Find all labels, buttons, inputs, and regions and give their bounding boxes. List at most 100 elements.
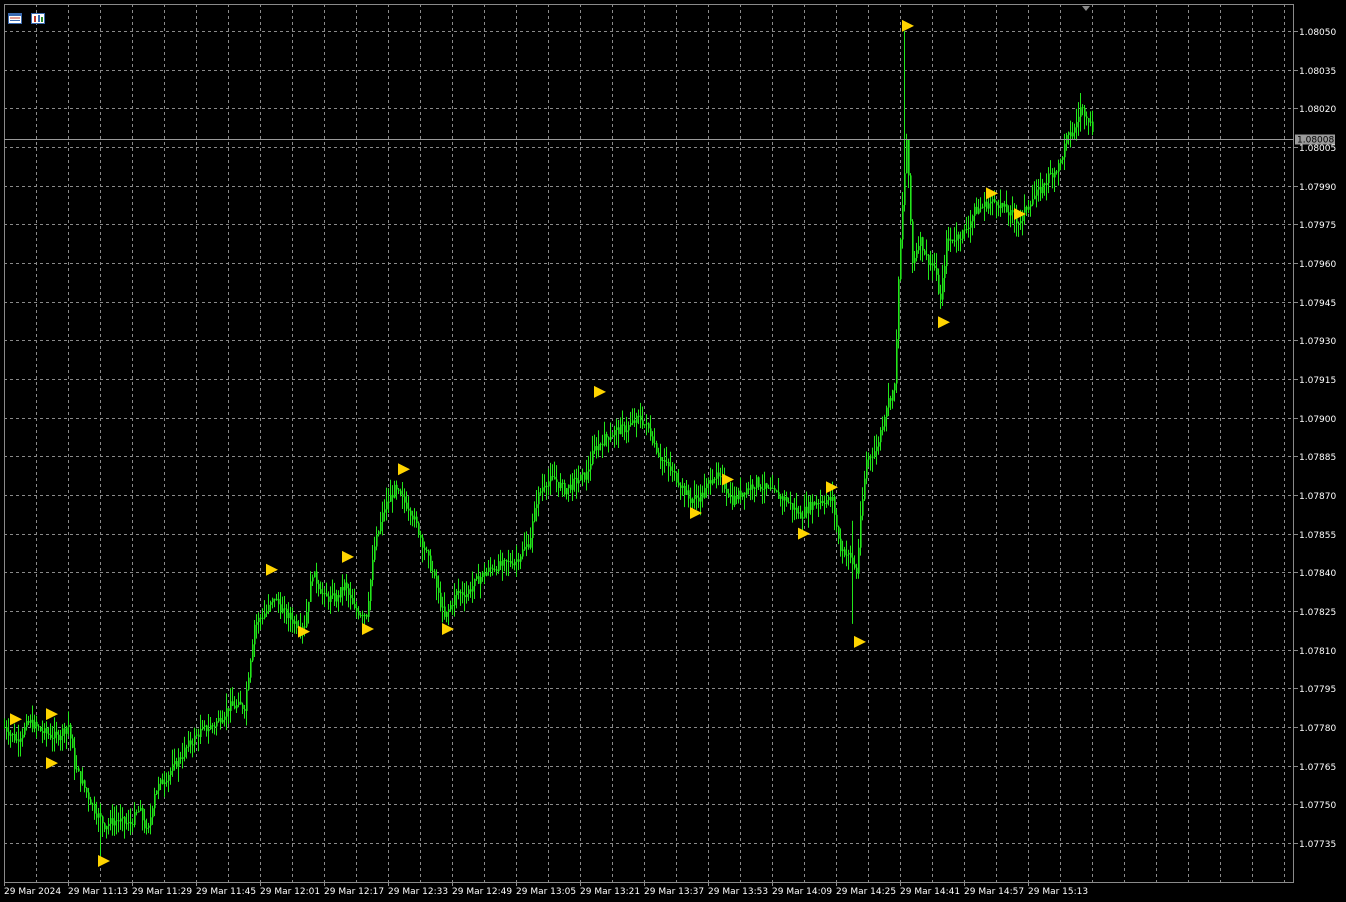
candle-body [836,514,838,527]
candle-body [382,512,384,522]
candle-body [222,719,224,723]
candle-body [546,485,548,487]
candle-body [1086,116,1088,119]
candle-body [1032,199,1034,205]
candle-body [248,677,250,690]
candle-body [708,480,710,484]
candle-body [1054,171,1056,178]
candle-body [1092,121,1094,132]
candle-body [350,594,352,599]
candle-body [880,430,882,443]
candle-body [808,501,810,514]
candle-body [190,740,192,745]
candle-body [536,504,538,509]
price-axis[interactable]: 1.08050 1.08035 1.08020 1.08005 1.07990 1.079… [1294,28,1336,850]
x-tick-label: 29 Mar 13:05 [516,887,576,897]
candle-body [148,825,150,828]
candle-body [620,424,622,435]
candle-body [204,725,206,727]
candle-body [124,817,126,824]
chart-grid-icon[interactable] [8,9,22,24]
candle-body [890,398,892,401]
candle-body [426,550,428,552]
candle-body [854,564,856,568]
candle-body [874,451,876,457]
candle-body [1040,186,1042,194]
candle-body [258,617,260,623]
y-tick-label: 1.07825 [1299,608,1336,618]
candle-body [842,549,844,552]
candle-body [234,705,236,709]
candle-body [136,812,138,814]
candle-body [454,595,456,606]
candle-body [1042,183,1044,194]
candle-body [1004,204,1006,207]
candle-body [978,208,980,214]
candle-body [250,660,252,678]
plot-frame [4,4,1294,883]
candle-body [720,476,722,478]
candle-body [564,483,566,495]
candle-body [576,477,578,484]
candle-body [212,725,214,727]
chart-properties-icon[interactable] [31,9,45,24]
candle-body [1050,173,1052,175]
scroll-indicator-icon[interactable] [1082,6,1090,11]
candle-body [552,476,554,478]
candle-body [660,456,662,461]
candle-body [918,245,920,251]
candle-body [970,221,972,228]
candle-body [262,617,264,619]
current-price-tag-label: 1.08008 [1297,136,1334,146]
signal-marker [398,463,410,476]
candle-body [1082,107,1084,109]
candle-body [636,415,638,423]
candle-body [896,339,898,384]
candle-body [60,735,62,741]
candle-body [670,466,672,471]
candle-body [940,293,942,300]
candle-body [178,757,180,767]
candle-body [1044,183,1046,185]
candle-body [662,460,664,462]
candle-body [46,728,48,734]
candle-body [910,175,912,222]
candle-body [74,747,76,770]
candle-body [34,721,36,729]
candle-body [206,725,208,732]
candle-body [162,779,164,784]
x-tick-label: 29 Mar 11:13 [68,887,128,897]
candle-body [652,436,654,444]
candle-body [498,561,500,572]
candle-body [926,254,928,256]
candle-series [4,31,1094,862]
candle-body [960,238,962,240]
candle-body [392,494,394,498]
candle-body [990,201,992,204]
candle-body [572,478,574,490]
candle-body [42,731,44,734]
signal-marker [46,757,58,770]
candle-body [544,485,546,488]
candle-body [36,721,38,727]
candle-body [332,593,334,596]
time-axis[interactable]: 29 Mar 2024 29 Mar 11:13 29 Mar 11:29 29 Ma… [4,882,1088,897]
candle-body [1056,171,1058,173]
candle-body [240,701,242,705]
candle-body [354,603,356,609]
candle-body [1070,132,1072,137]
candle-body [650,428,652,437]
candle-body [202,726,204,730]
candle-body [492,568,494,570]
candle-body [326,593,328,597]
candle-body [370,579,372,602]
candle-body [616,427,618,431]
candle-body [142,807,144,821]
candle-body [14,733,16,741]
candle-body [334,593,336,602]
candle-body [460,592,462,594]
signal-marker [46,708,58,721]
candle-body [742,492,744,497]
candle-body [306,612,308,627]
